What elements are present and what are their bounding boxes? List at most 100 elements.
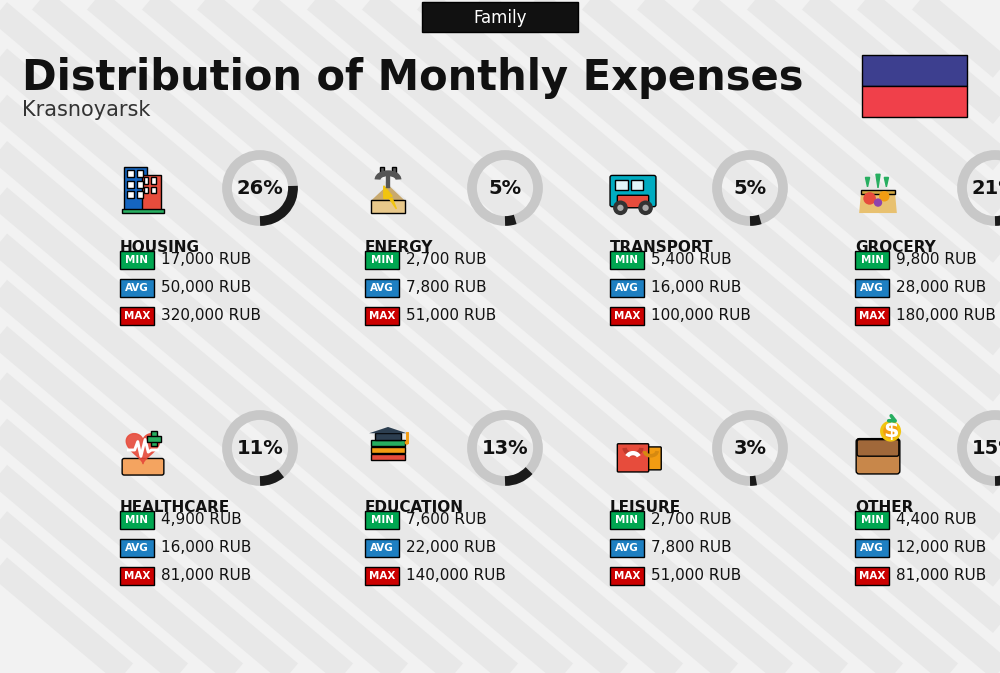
Text: 5,400 RUB: 5,400 RUB xyxy=(651,252,732,267)
Text: 81,000 RUB: 81,000 RUB xyxy=(896,569,986,583)
FancyBboxPatch shape xyxy=(120,279,154,297)
Text: 2,700 RUB: 2,700 RUB xyxy=(651,513,732,528)
FancyBboxPatch shape xyxy=(127,191,134,199)
FancyBboxPatch shape xyxy=(151,187,156,193)
FancyBboxPatch shape xyxy=(617,444,649,472)
FancyBboxPatch shape xyxy=(365,567,399,585)
Text: 5%: 5% xyxy=(733,180,767,199)
Text: 16,000 RUB: 16,000 RUB xyxy=(161,540,251,555)
Text: $: $ xyxy=(883,421,898,441)
FancyBboxPatch shape xyxy=(120,511,154,529)
FancyBboxPatch shape xyxy=(365,307,399,325)
Text: 16,000 RUB: 16,000 RUB xyxy=(651,281,741,295)
Polygon shape xyxy=(371,185,405,211)
Text: MIN: MIN xyxy=(126,515,148,525)
FancyBboxPatch shape xyxy=(371,201,405,213)
FancyBboxPatch shape xyxy=(144,187,148,193)
Text: MAX: MAX xyxy=(124,571,150,581)
Text: MAX: MAX xyxy=(614,571,640,581)
FancyBboxPatch shape xyxy=(855,567,889,585)
Text: HOUSING: HOUSING xyxy=(120,240,200,255)
Text: 15%: 15% xyxy=(972,439,1000,458)
Text: AVG: AVG xyxy=(615,283,639,293)
FancyBboxPatch shape xyxy=(610,176,656,207)
Text: MAX: MAX xyxy=(859,571,885,581)
Text: 13%: 13% xyxy=(482,439,528,458)
FancyBboxPatch shape xyxy=(120,251,154,269)
Circle shape xyxy=(883,424,898,439)
FancyBboxPatch shape xyxy=(610,307,644,325)
Text: MAX: MAX xyxy=(124,311,150,321)
FancyBboxPatch shape xyxy=(151,431,157,446)
Text: AVG: AVG xyxy=(370,283,394,293)
Circle shape xyxy=(613,201,628,215)
Circle shape xyxy=(617,205,624,211)
Circle shape xyxy=(880,421,901,441)
Text: MIN: MIN xyxy=(370,515,394,525)
Text: MAX: MAX xyxy=(369,571,395,581)
FancyBboxPatch shape xyxy=(127,170,134,178)
Text: EDUCATION: EDUCATION xyxy=(365,500,464,515)
Polygon shape xyxy=(859,190,897,213)
FancyBboxPatch shape xyxy=(127,180,134,188)
Text: AVG: AVG xyxy=(860,543,884,553)
FancyBboxPatch shape xyxy=(120,307,154,325)
FancyBboxPatch shape xyxy=(855,279,889,297)
FancyBboxPatch shape xyxy=(610,279,644,297)
Circle shape xyxy=(638,201,653,215)
FancyBboxPatch shape xyxy=(375,433,401,439)
FancyBboxPatch shape xyxy=(144,178,148,184)
Text: 11%: 11% xyxy=(237,439,283,458)
Text: GROCERY: GROCERY xyxy=(855,240,936,255)
Text: 180,000 RUB: 180,000 RUB xyxy=(896,308,996,324)
Text: HEALTHCARE: HEALTHCARE xyxy=(120,500,230,515)
Text: AVG: AVG xyxy=(860,283,884,293)
Polygon shape xyxy=(126,433,160,464)
FancyBboxPatch shape xyxy=(120,567,154,585)
FancyBboxPatch shape xyxy=(142,176,161,211)
Text: 22,000 RUB: 22,000 RUB xyxy=(406,540,496,555)
FancyBboxPatch shape xyxy=(855,539,889,557)
FancyBboxPatch shape xyxy=(151,178,156,184)
FancyBboxPatch shape xyxy=(610,251,644,269)
Text: 50,000 RUB: 50,000 RUB xyxy=(161,281,251,295)
Polygon shape xyxy=(884,178,888,187)
Text: MAX: MAX xyxy=(614,311,640,321)
FancyBboxPatch shape xyxy=(365,251,399,269)
FancyBboxPatch shape xyxy=(371,439,405,446)
FancyBboxPatch shape xyxy=(610,511,644,529)
FancyBboxPatch shape xyxy=(631,180,643,190)
Text: Distribution of Monthly Expenses: Distribution of Monthly Expenses xyxy=(22,57,804,99)
FancyBboxPatch shape xyxy=(137,170,143,178)
FancyBboxPatch shape xyxy=(147,436,161,441)
Text: 3%: 3% xyxy=(734,439,767,458)
Text: 9,800 RUB: 9,800 RUB xyxy=(896,252,977,267)
FancyBboxPatch shape xyxy=(122,209,164,213)
Text: 51,000 RUB: 51,000 RUB xyxy=(406,308,496,324)
Text: MIN: MIN xyxy=(860,255,884,265)
Circle shape xyxy=(879,191,890,201)
Text: MIN: MIN xyxy=(126,255,148,265)
Text: 7,600 RUB: 7,600 RUB xyxy=(406,513,487,528)
Text: 2,700 RUB: 2,700 RUB xyxy=(406,252,487,267)
FancyBboxPatch shape xyxy=(856,439,900,474)
Text: AVG: AVG xyxy=(125,543,149,553)
FancyBboxPatch shape xyxy=(615,180,628,190)
Text: MAX: MAX xyxy=(369,311,395,321)
FancyBboxPatch shape xyxy=(855,307,889,325)
Text: 140,000 RUB: 140,000 RUB xyxy=(406,569,506,583)
FancyBboxPatch shape xyxy=(122,458,164,475)
Text: AVG: AVG xyxy=(615,543,639,553)
FancyBboxPatch shape xyxy=(365,539,399,557)
Circle shape xyxy=(863,192,876,205)
Text: 320,000 RUB: 320,000 RUB xyxy=(161,308,261,324)
FancyBboxPatch shape xyxy=(137,180,143,188)
FancyBboxPatch shape xyxy=(380,167,384,176)
Text: MAX: MAX xyxy=(859,311,885,321)
FancyBboxPatch shape xyxy=(365,511,399,529)
FancyBboxPatch shape xyxy=(861,190,895,194)
Text: 17,000 RUB: 17,000 RUB xyxy=(161,252,251,267)
Text: MIN: MIN xyxy=(860,515,884,525)
FancyBboxPatch shape xyxy=(392,167,396,176)
FancyBboxPatch shape xyxy=(365,279,399,297)
